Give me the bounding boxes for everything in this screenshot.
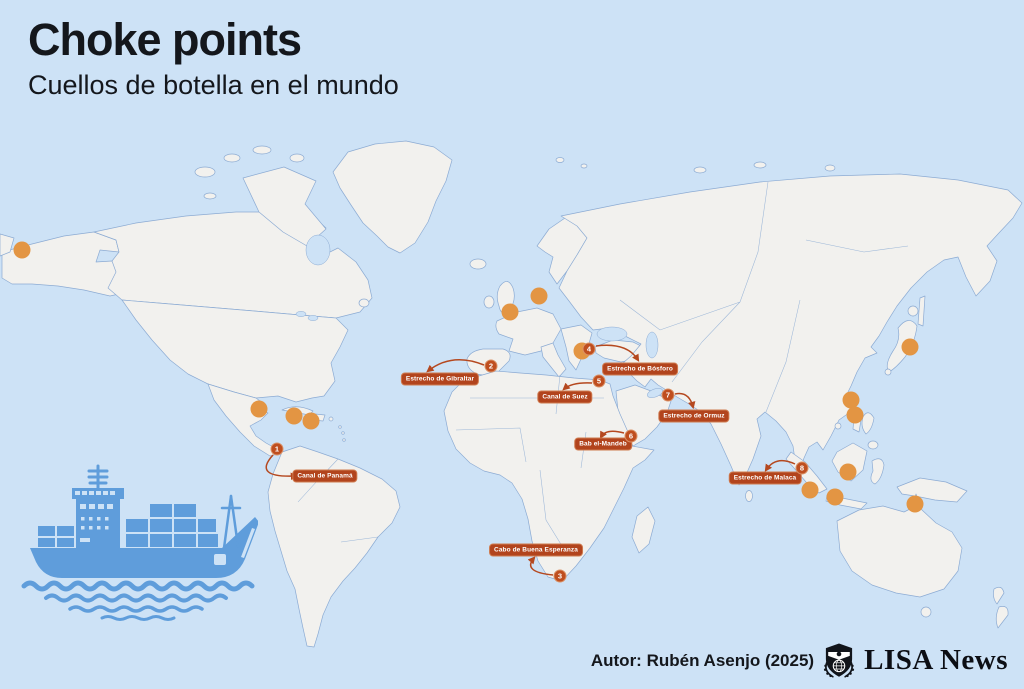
landmass-usa <box>121 299 349 403</box>
cargo-ship-illustration <box>21 464 258 621</box>
ship-bow-stripe <box>241 528 255 558</box>
black-sea <box>596 326 628 342</box>
hudson-bay <box>305 234 331 266</box>
island-java <box>825 494 868 510</box>
island-newfoundland <box>358 298 370 308</box>
island <box>341 431 345 435</box>
island-baffin <box>242 166 327 247</box>
page-title: Choke points <box>28 14 302 65</box>
island <box>342 438 346 442</box>
landmass-chukotka <box>0 233 15 257</box>
author-credit: Autor: Rubén Asenjo (2025) <box>590 650 815 670</box>
island <box>194 166 216 178</box>
island-borneo <box>831 442 868 482</box>
brand-name: LISA News <box>864 644 1008 676</box>
landmass-south-america <box>267 445 401 648</box>
ship-containers-fore <box>126 504 218 547</box>
landmass-greenland <box>332 140 453 254</box>
island-taiwan <box>852 417 862 433</box>
island <box>252 145 272 155</box>
island <box>338 425 342 429</box>
landmass-africa <box>443 370 655 582</box>
lisa-shield-icon <box>823 643 855 678</box>
island-new-zealand-north <box>993 586 1005 605</box>
island <box>753 161 767 169</box>
ship-main-mast <box>87 464 109 490</box>
island-new-zealand-south <box>995 606 1009 629</box>
caspian-sea <box>645 331 659 359</box>
great-lakes <box>295 311 307 317</box>
island-sulawesi <box>870 458 885 485</box>
ship-door <box>214 554 226 565</box>
landmass-italy <box>540 342 567 378</box>
landmass-denmark <box>533 287 543 300</box>
island-svalbard <box>580 163 588 169</box>
island-hokkaido <box>907 305 919 317</box>
island-kyushu <box>884 368 892 376</box>
island-sri-lanka <box>745 490 753 502</box>
island-new-guinea <box>896 477 968 503</box>
ship-containers-aft <box>38 526 74 547</box>
island-honshu <box>886 320 918 373</box>
header: Choke points Cuellos de botella en el mu… <box>28 16 399 101</box>
island-sakhalin <box>917 295 926 327</box>
island <box>296 416 302 422</box>
page-subtitle: Cuellos de botella en el mundo <box>28 70 399 101</box>
island <box>328 416 334 422</box>
island <box>693 166 707 174</box>
ship-windows <box>75 491 115 542</box>
ship-hull <box>30 517 258 578</box>
island-iceland <box>469 258 487 270</box>
island-tasmania <box>920 606 932 618</box>
island-great-britain <box>496 281 515 314</box>
great-lakes <box>307 315 319 321</box>
island-hispaniola <box>313 413 326 422</box>
ship-fore-mast <box>220 494 242 550</box>
island-cuba <box>281 406 314 416</box>
island-luzon <box>861 412 875 435</box>
footer: Autor: Rubén Asenjo (2025) LISA News <box>591 642 1008 679</box>
ship-waves <box>21 580 255 621</box>
island-svalbard <box>555 157 565 163</box>
island <box>223 153 241 163</box>
landmass-australia <box>836 493 963 598</box>
landmass-balkans-greece <box>560 324 593 371</box>
island-sumatra <box>785 451 828 494</box>
island-ireland <box>483 295 495 309</box>
island-hainan <box>834 422 842 430</box>
island-madagascar <box>631 506 656 554</box>
island <box>824 164 836 172</box>
island <box>203 192 217 200</box>
island-mindanao <box>867 440 879 450</box>
island <box>289 153 305 163</box>
landmass-iberia <box>466 348 511 376</box>
